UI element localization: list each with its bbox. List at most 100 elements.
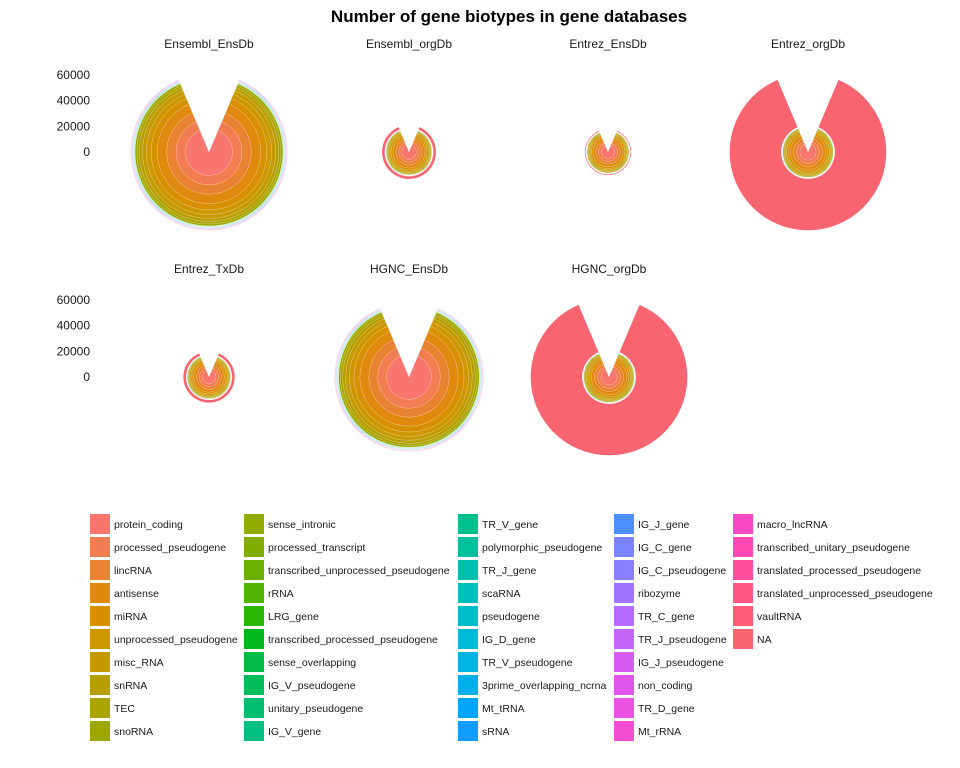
facet-HGNC_EnsDb: HGNC_EnsDb (334, 262, 484, 452)
y-tick-label: 0 (83, 370, 90, 384)
ring-vaultRNA (384, 129, 434, 177)
legend-label: scaRNA (482, 588, 521, 600)
legend-swatch (458, 560, 478, 580)
legend-label: IG_J_pseudogene (638, 657, 724, 669)
legend-label: transcribed_processed_pseudogene (268, 634, 438, 646)
legend-item: antisense (90, 583, 159, 603)
legend-swatch (458, 537, 478, 557)
legend-swatch (90, 698, 110, 718)
legend-swatch (614, 537, 634, 557)
legend-label: transcribed_unitary_pseudogene (757, 542, 910, 554)
legend-label: translated_processed_pseudogene (757, 565, 921, 577)
y-tick-label: 40000 (57, 94, 91, 108)
legend-label: IG_D_gene (482, 634, 536, 646)
legend-swatch (244, 675, 264, 695)
legend-item: ribozyme (614, 583, 681, 603)
legend-swatch (733, 560, 753, 580)
legend-swatch (244, 721, 264, 741)
legend-item: polymorphic_pseudogene (458, 537, 602, 557)
y-tick-label: 20000 (57, 344, 91, 358)
legend-swatch (614, 514, 634, 534)
legend-label: translated_unprocessed_pseudogene (757, 588, 933, 600)
legend-item: TR_D_gene (614, 698, 695, 718)
ring-vaultRNA (334, 308, 484, 452)
legend-swatch (90, 721, 110, 741)
facet-panels: Ensembl_EnsDb Ensembl_orgDb Entrez_EnsDb En… (57, 37, 887, 456)
ring-vaultRNA (185, 355, 233, 401)
legend-label: rRNA (268, 588, 294, 600)
legend-item: transcribed_unitary_pseudogene (733, 537, 910, 557)
facet-Ensembl_EnsDb: Ensembl_EnsDb (130, 37, 288, 231)
legend-item: processed_pseudogene (90, 537, 226, 557)
legend-item: transcribed_unprocessed_pseudogene (244, 560, 450, 580)
legend-label: Mt_rRNA (638, 726, 681, 738)
facet-label: Entrez_TxDb (174, 262, 244, 276)
legend-item: sense_intronic (244, 514, 336, 534)
legend-item: lincRNA (90, 560, 152, 580)
legend-swatch (458, 675, 478, 695)
y-tick-label: 60000 (57, 68, 91, 82)
legend-swatch (614, 652, 634, 672)
legend-swatch (244, 606, 264, 626)
legend-swatch (244, 537, 264, 557)
y-tick-label: 20000 (57, 119, 91, 133)
legend-label: TR_C_gene (638, 611, 695, 623)
legend-label: protein_coding (114, 519, 183, 531)
legend-swatch (244, 629, 264, 649)
legend-swatch (90, 537, 110, 557)
y-tick-label: 40000 (57, 319, 91, 333)
legend-swatch (733, 583, 753, 603)
legend-label: miRNA (114, 611, 147, 623)
legend-item: processed_transcript (244, 537, 366, 557)
legend-label: TEC (114, 703, 135, 715)
legend-swatch (244, 560, 264, 580)
legend-item: snoRNA (90, 721, 153, 741)
legend-item: transcribed_processed_pseudogene (244, 629, 438, 649)
legend-swatch (733, 629, 753, 649)
legend-label: NA (757, 634, 772, 646)
legend-item: NA (733, 629, 772, 649)
legend-label: sRNA (482, 726, 509, 738)
legend-item: miRNA (90, 606, 147, 626)
legend-item: IG_V_gene (244, 721, 321, 741)
legend-item: TR_J_gene (458, 560, 536, 580)
facet-HGNC_orgDb: HGNC_orgDb (530, 262, 688, 456)
ring-vaultRNA (581, 352, 637, 404)
legend-item: rRNA (244, 583, 294, 603)
legend-swatch (614, 606, 634, 626)
legend-item: sense_overlapping (244, 652, 356, 672)
legend-item: Mt_tRNA (458, 698, 525, 718)
legend-swatch (733, 514, 753, 534)
legend-label: processed_pseudogene (114, 542, 226, 554)
legend-label: TR_V_pseudogene (482, 657, 573, 669)
ring-vaultRNA (130, 79, 288, 231)
legend-item: translated_unprocessed_pseudogene (733, 583, 933, 603)
legend-item: 3prime_overlapping_ncrna (458, 675, 606, 695)
legend-item: IG_C_gene (614, 537, 692, 557)
legend-label: IG_V_pseudogene (268, 680, 356, 692)
legend-swatch (458, 606, 478, 626)
facet-label: Ensembl_EnsDb (164, 37, 254, 51)
legend-item: IG_C_pseudogene (614, 560, 726, 580)
legend-item: sRNA (458, 721, 509, 741)
legend-swatch (90, 606, 110, 626)
legend-item: unprocessed_pseudogene (90, 629, 238, 649)
legend-label: IG_C_gene (638, 542, 692, 554)
legend-swatch (458, 698, 478, 718)
legend-label: snoRNA (114, 726, 153, 738)
legend-item: TR_J_pseudogene (614, 629, 727, 649)
ring-vaultRNA (780, 127, 836, 179)
legend-item: macro_lncRNA (733, 514, 828, 534)
legend-item: non_coding (614, 675, 692, 695)
legend-item: Mt_rRNA (614, 721, 681, 741)
legend-item: LRG_gene (244, 606, 319, 626)
legend-label: processed_transcript (268, 542, 366, 554)
legend-item: IG_J_pseudogene (614, 652, 724, 672)
legend-item: IG_V_pseudogene (244, 675, 356, 695)
legend-label: vaultRNA (757, 611, 801, 623)
legend-item: vaultRNA (733, 606, 801, 626)
legend-swatch (90, 514, 110, 534)
chart-title: Number of gene biotypes in gene database… (331, 7, 687, 26)
legend-label: IG_V_gene (268, 726, 321, 738)
ring-NA (729, 79, 887, 231)
